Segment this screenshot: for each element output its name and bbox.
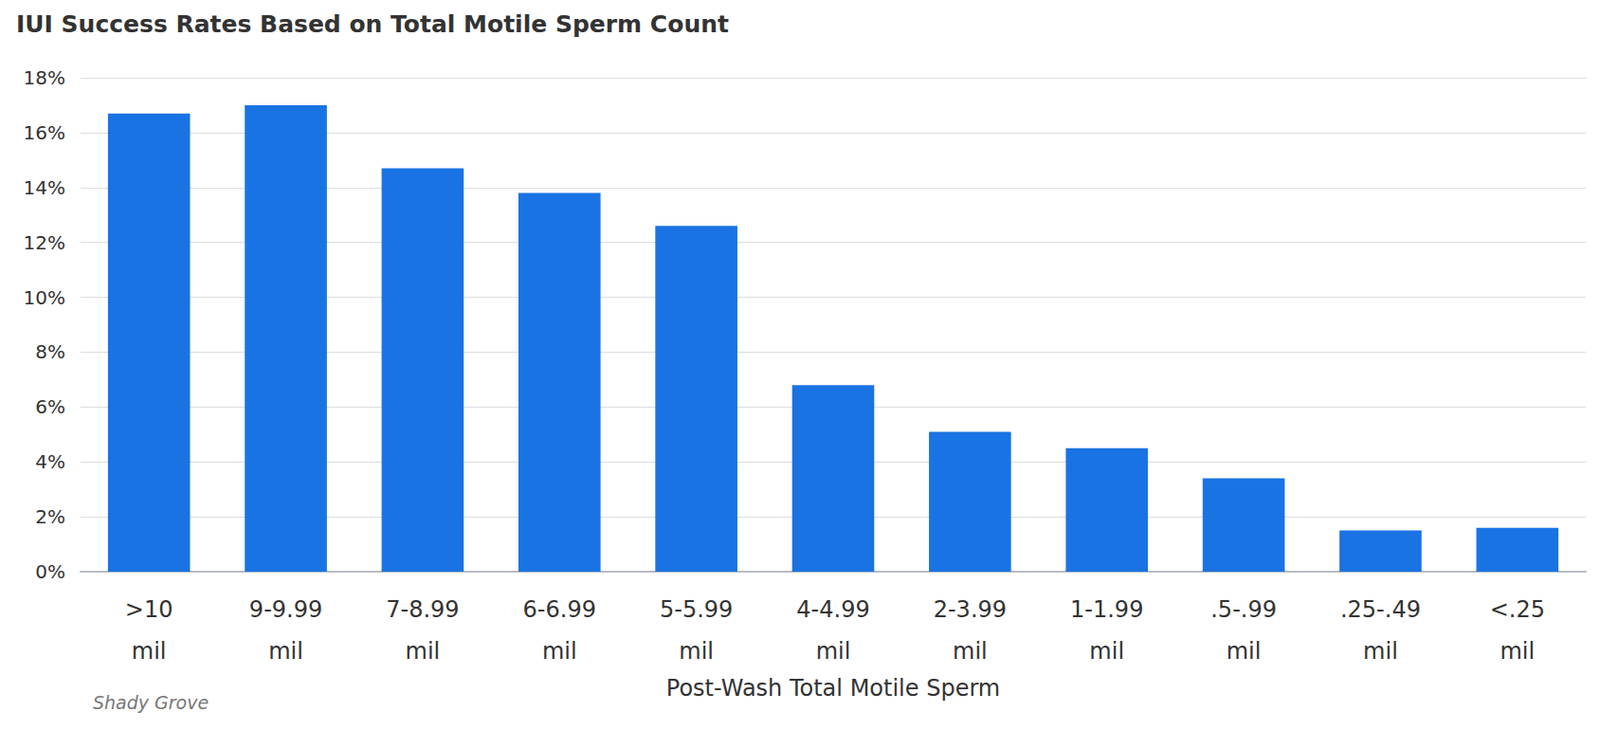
svg-text:mil: mil bbox=[131, 637, 167, 665]
svg-text:7-8.99: 7-8.99 bbox=[385, 596, 459, 623]
svg-text:9-9.99: 9-9.99 bbox=[249, 596, 323, 623]
svg-text:.5-.99: .5-.99 bbox=[1210, 596, 1277, 623]
svg-text:2%: 2% bbox=[35, 505, 66, 528]
svg-text:>10: >10 bbox=[125, 596, 174, 623]
svg-text:14%: 14% bbox=[23, 176, 66, 200]
svg-text:4-4.99: 4-4.99 bbox=[796, 596, 870, 623]
svg-text:<.25: <.25 bbox=[1490, 596, 1546, 623]
svg-text:mil: mil bbox=[405, 637, 441, 665]
svg-text:mil: mil bbox=[268, 637, 304, 665]
svg-text:6%: 6% bbox=[35, 395, 66, 419]
svg-text:mil: mil bbox=[678, 637, 714, 665]
svg-text:Shady Grove: Shady Grove bbox=[92, 691, 209, 713]
svg-text:.25-.49: .25-.49 bbox=[1340, 596, 1421, 623]
svg-text:mil: mil bbox=[1089, 637, 1125, 665]
svg-text:Post-Wash Total Motile Sperm: Post-Wash Total Motile Sperm bbox=[666, 674, 1000, 702]
svg-text:0%: 0% bbox=[35, 560, 66, 583]
svg-text:mil: mil bbox=[1226, 637, 1262, 665]
svg-text:IUI Success Rates Based on Tot: IUI Success Rates Based on Total Motile … bbox=[16, 10, 729, 38]
svg-text:mil: mil bbox=[816, 637, 852, 665]
svg-text:18%: 18% bbox=[23, 66, 66, 90]
svg-text:12%: 12% bbox=[23, 231, 66, 255]
svg-text:8%: 8% bbox=[35, 340, 66, 364]
svg-text:mil: mil bbox=[952, 637, 988, 665]
svg-text:4%: 4% bbox=[35, 450, 66, 473]
svg-text:2-3.99: 2-3.99 bbox=[933, 596, 1007, 623]
svg-text:10%: 10% bbox=[23, 286, 66, 310]
svg-text:mil: mil bbox=[1499, 637, 1535, 665]
svg-text:6-6.99: 6-6.99 bbox=[523, 596, 597, 623]
svg-text:mil: mil bbox=[1363, 637, 1399, 665]
svg-text:16%: 16% bbox=[23, 121, 66, 145]
svg-text:1-1.99: 1-1.99 bbox=[1070, 596, 1144, 623]
svg-text:5-5.99: 5-5.99 bbox=[659, 596, 733, 623]
svg-text:mil: mil bbox=[542, 637, 578, 665]
